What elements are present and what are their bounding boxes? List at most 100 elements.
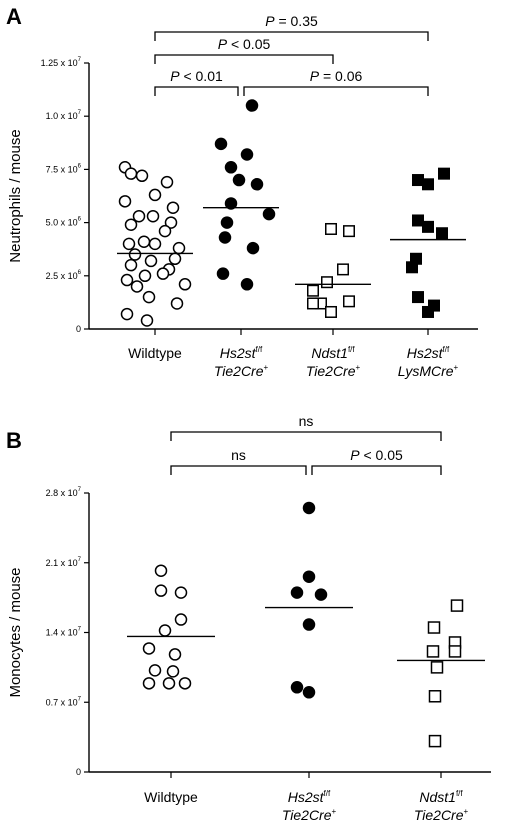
data-point [170, 297, 184, 310]
data-point [325, 222, 337, 235]
data-point [216, 267, 230, 280]
y-tick-label: 0.7 x 107 [46, 696, 82, 707]
x-tick-label: Wildtype [144, 789, 198, 805]
data-point [130, 280, 144, 293]
significance-label: ns [231, 447, 246, 463]
significance-bracket [154, 31, 429, 41]
data-point [168, 252, 182, 266]
data-point [325, 305, 337, 318]
data-point [148, 237, 162, 251]
x-tick-label: Hs2stf/f [220, 345, 263, 361]
y-tick-label: 7.5 x 106 [46, 163, 82, 174]
data-point [220, 216, 234, 229]
panel-label-a: A [6, 4, 22, 29]
data-point [120, 273, 134, 287]
x-tick-label: Tie2Cre+ [214, 363, 269, 379]
data-point [142, 642, 156, 655]
data-point [302, 501, 316, 515]
x-tick-label: Tie2Cre+ [282, 807, 337, 823]
y-tick-label: 5.0 x 106 [46, 217, 82, 228]
data-point [172, 241, 186, 255]
data-point [138, 269, 152, 283]
data-point [232, 173, 246, 187]
data-point [137, 235, 151, 249]
data-point [158, 224, 172, 238]
significance-label: P < 0.05 [218, 36, 271, 52]
data-point [302, 686, 316, 699]
data-point [427, 621, 441, 634]
data-point [250, 178, 264, 191]
x-tick-label: Hs2stf/f [288, 789, 331, 805]
data-point [245, 99, 259, 112]
y-axis-label: Monocytes / mouse [7, 567, 24, 697]
significance-label: P < 0.01 [170, 68, 223, 84]
panel-label-b: B [6, 428, 22, 453]
data-point [343, 225, 355, 238]
panel-a: 0 2.5 x 106 5.0 x 106 7.5 x 106 1.0 x 107 1.2… [7, 13, 478, 379]
data-point [160, 175, 174, 189]
data-point [412, 291, 424, 304]
x-tick-label: Tie2Cre+ [306, 363, 361, 379]
data-point [164, 216, 178, 229]
data-point [166, 201, 180, 214]
y-tick-label: 2.1 x 107 [46, 557, 82, 568]
data-point [412, 214, 424, 227]
data-point [240, 278, 254, 291]
x-tick-label: LysMCre+ [398, 363, 459, 379]
x-tick-label: Hs2stf/f [407, 345, 450, 361]
panel-b: 0 0.7 x 107 1.4 x 107 2.1 x 107 2.8 x 107 Mon… [7, 413, 491, 823]
data-point [406, 261, 418, 274]
y-tick-label: 0 [76, 767, 81, 777]
significance-bracket [311, 465, 442, 475]
y-tick-label: 2.5 x 106 [46, 270, 82, 281]
data-point [128, 248, 142, 261]
data-point [412, 174, 424, 187]
data-point [174, 613, 188, 626]
data-point [343, 295, 355, 308]
significance-bracket [154, 54, 334, 64]
x-tick-label: Ndst1f/f [419, 789, 463, 805]
data-point [436, 227, 448, 240]
data-point [448, 645, 462, 658]
significance-bracket [243, 86, 429, 96]
data-point [302, 570, 316, 583]
significance-bracket [170, 465, 307, 475]
data-point [135, 169, 149, 183]
significance-label: ns [299, 413, 314, 429]
data-point [438, 167, 450, 180]
y-tick-label: 2.8 x 107 [46, 487, 82, 498]
data-point [224, 197, 238, 210]
significance-bracket [170, 431, 442, 441]
data-point [290, 681, 304, 694]
data-point [307, 284, 319, 297]
data-point [120, 307, 134, 321]
y-tick-label: 1.0 x 107 [46, 110, 82, 121]
data-point [450, 599, 464, 612]
data-point [154, 564, 168, 577]
data-point [337, 263, 349, 276]
significance-bracket [154, 86, 239, 96]
data-point [290, 586, 304, 599]
data-point [140, 314, 154, 327]
data-point [144, 254, 158, 268]
data-point [118, 195, 132, 208]
data-point [156, 267, 170, 280]
data-point [422, 178, 434, 191]
y-axis-label: Neutrophils / mouse [7, 129, 24, 262]
data-point [154, 584, 168, 597]
data-point [321, 276, 333, 289]
data-point [132, 209, 146, 223]
y-tick-label: 0 [76, 324, 81, 334]
data-point [174, 586, 188, 599]
data-point [428, 690, 442, 703]
data-point [262, 207, 276, 221]
x-tick-label: Tie2Cre+ [414, 807, 469, 823]
data-point [422, 220, 434, 233]
data-point [240, 148, 254, 161]
data-point [422, 305, 434, 318]
data-point [166, 665, 180, 678]
data-point [146, 209, 160, 223]
y-tick-label: 1.25 x 107 [41, 57, 82, 68]
data-point [162, 677, 176, 690]
